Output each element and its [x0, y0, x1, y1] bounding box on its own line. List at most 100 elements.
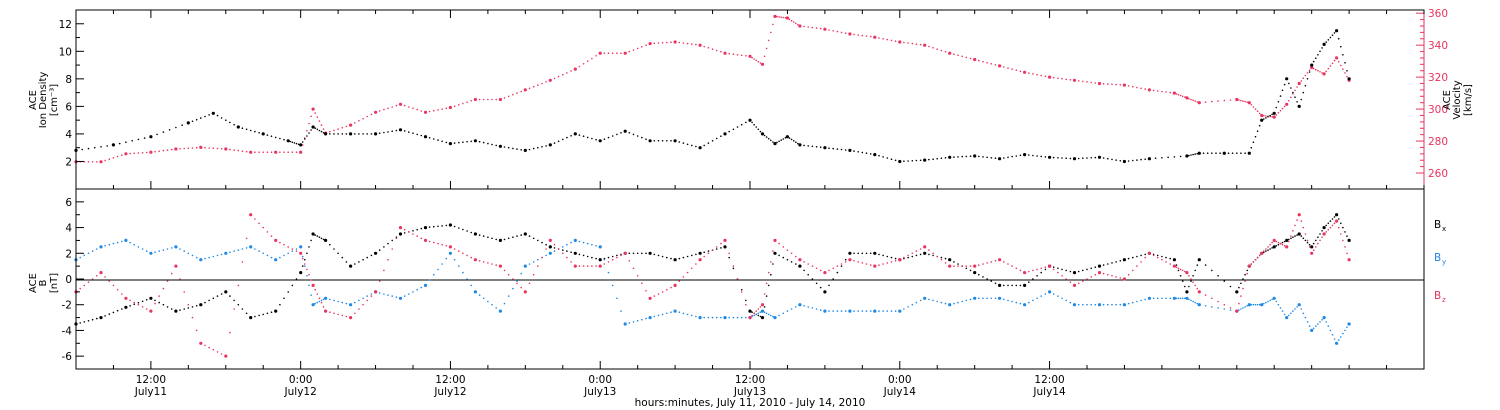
bottom-bz-trace-34-1 [878, 264, 880, 266]
bottom-by-trace-54-1 [1300, 308, 1303, 310]
bottom-by-trace-4-3 [187, 252, 190, 255]
bottom-bx-trace-42-5 [1094, 266, 1097, 269]
legend-bz-label: B [1434, 290, 1441, 302]
bottom-bz-trace-54-3 [1304, 233, 1307, 235]
top-density-trace-53-1 [1300, 98, 1303, 101]
top-density-point-39 [998, 157, 1002, 161]
bottom-bx-trace-26-2 [707, 250, 710, 252]
bottom-by-trace-16-5 [470, 284, 473, 287]
bottom-by-trace-4-1 [179, 248, 181, 250]
top-velocity-point-47 [1172, 91, 1176, 95]
bottom-bz-trace-26-5 [720, 242, 722, 245]
bottom-by-trace-43-5 [1119, 303, 1122, 306]
top-density-trace-23-5 [670, 140, 672, 142]
bottom-by-trace-23-5 [645, 317, 647, 320]
top-density-trace-26-4 [740, 123, 743, 126]
bottom-data-points [74, 213, 1351, 358]
bottom-bx-trace-23-1 [628, 252, 631, 255]
bottom-by-trace-23-2 [632, 321, 635, 323]
top-density-trace-52-1 [1288, 82, 1290, 85]
bottom-bz-trace-50-3 [1254, 258, 1257, 261]
bottom-bx-point-32 [823, 290, 827, 294]
bottom-bx-trace-18-4 [516, 235, 518, 237]
bottom-bz-trace-9-3 [306, 268, 308, 271]
bottom-by-point-18 [498, 309, 502, 313]
bottom-bz-trace-47-2 [1190, 278, 1192, 280]
bottom-bx-trace-29-1 [763, 306, 766, 308]
top-velocity-trace-30-3 [780, 16, 782, 19]
bottom-by-trace-26-1 [703, 316, 705, 319]
top-velocity-trace-6-1 [229, 148, 231, 151]
top-density-trace-9-5 [322, 132, 325, 134]
bottom-bx-trace-4-2 [183, 308, 185, 310]
bottom-bx-trace-4-5 [195, 305, 198, 307]
velocity-axis-label-line-1: ACE [1442, 90, 1453, 110]
top-density-trace-9-1 [314, 127, 317, 129]
top-density-trace-12-3 [387, 131, 389, 133]
bottom-by-trace-18-5 [520, 272, 522, 275]
legend-bz-subscript: z [1442, 296, 1446, 304]
bottom-bz-trace-51-2 [1265, 248, 1267, 250]
top-density-trace-48-2 [1231, 152, 1234, 154]
bottom-by-trace-26-4 [715, 316, 718, 319]
bottom-by-trace-25-3 [686, 313, 689, 316]
time-tick-label-0: 12:00 [136, 374, 166, 386]
top-density-trace-16-5 [495, 144, 498, 147]
bottom-by-trace-22-1 [603, 258, 606, 261]
bottom-by-trace-36-1 [928, 298, 930, 301]
bottom-by-trace-36-5 [944, 302, 947, 305]
bottom-bz-trace-50-2 [1252, 261, 1255, 263]
bottom-bx-trace-46-1 [1175, 264, 1178, 266]
bottom-bx-trace-30-3 [786, 258, 789, 261]
top-velocity-trace-3-5 [170, 148, 173, 151]
top-density-trace-1-2 [125, 141, 127, 143]
top-velocity-trace-11-4 [341, 126, 344, 129]
top-velocity-point-33 [823, 27, 827, 31]
bottom-bz-trace-52-2 [1277, 241, 1280, 244]
top-velocity-trace-28-5 [759, 62, 762, 64]
bottom-bx-trace-14-4 [416, 228, 419, 231]
bottom-by-trace-32-1 [828, 310, 830, 312]
top-velocity-trace-55-4 [1306, 72, 1309, 74]
bottom-bz-trace-49-4 [1244, 280, 1246, 282]
bottom-by-trace-27-5 [745, 316, 747, 319]
bottom-bx-trace-22-3 [611, 255, 614, 258]
bottom-bx-point-16 [448, 223, 452, 227]
density-tick-label-2: 6 [65, 101, 72, 113]
bottom-bz-trace-7-5 [270, 235, 273, 237]
top-velocity-trace-37-3 [936, 48, 938, 50]
bottom-bx-point-8 [274, 309, 278, 313]
top-velocity-trace-27-2 [732, 53, 735, 55]
top-density-trace-37-5 [969, 155, 972, 157]
date-tick-label-0: July11 [134, 386, 167, 398]
bottom-bx-trace-22-4 [616, 254, 618, 257]
top-density-trace-13-1 [403, 130, 406, 132]
bottom-by-trace-38-2 [982, 297, 984, 300]
top-density-trace-39-3 [1011, 155, 1013, 158]
bottom-bz-trace-28-4 [757, 308, 760, 310]
top-density-point-41 [1048, 155, 1052, 159]
bottom-bz-trace-20-4 [566, 256, 568, 259]
top-velocity-trace-17-5 [495, 98, 498, 101]
date-tick-label-1: July12 [284, 386, 317, 398]
top-density-trace-1-1 [118, 142, 121, 145]
velocity-axis-label-line-2: Velocity [1452, 80, 1463, 119]
top-density-trace-43-5 [1119, 160, 1122, 162]
top-density-trace-4-3 [225, 119, 227, 121]
bottom-bz-point-43 [1097, 271, 1102, 275]
top-velocity-point-43 [1072, 78, 1077, 82]
top-velocity-point-16 [448, 105, 452, 110]
top-density-trace-1-5 [143, 137, 146, 139]
bottom-bx-point-13 [374, 251, 378, 255]
bottom-bx-trace-46-5 [1184, 285, 1186, 288]
top-velocity-trace-33-4 [840, 31, 843, 34]
bottom-bx-trace-24-4 [666, 256, 668, 259]
top-density-point-36 [923, 158, 927, 162]
top-density-trace-21-1 [603, 138, 606, 140]
bottom-by-trace-52-4 [1281, 310, 1284, 312]
top-density-trace-15-4 [466, 140, 468, 143]
bottom-bx-trace-18-1 [503, 238, 506, 241]
top-density-trace-54-2 [1315, 57, 1317, 59]
top-density-trace-56-5 [1346, 70, 1348, 72]
bottom-bz-trace-49-5 [1246, 272, 1248, 275]
